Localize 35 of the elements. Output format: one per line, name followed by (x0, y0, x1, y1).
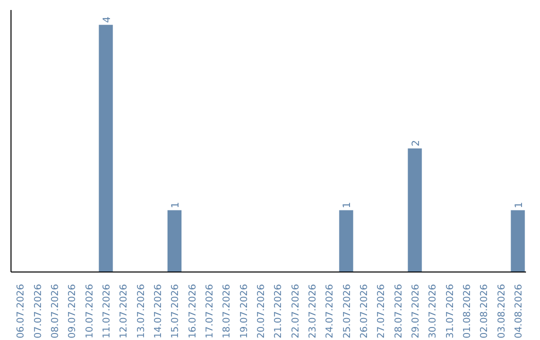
x-tick-label: 06.07.2026 (16, 284, 27, 338)
x-tick-label: 17.07.2026 (204, 284, 216, 338)
x-tick-label: 01.08.2026 (462, 284, 473, 338)
x-tick-label: 08.07.2026 (50, 284, 61, 338)
x-tick-label: 19.07.2026 (238, 284, 250, 338)
x-tick-label: 18.07.2026 (222, 284, 233, 338)
x-tick-label: 26.07.2026 (358, 284, 370, 338)
x-tick-label: 04.08.2026 (513, 284, 524, 338)
x-tick-label: 27.07.2026 (376, 284, 388, 338)
x-tick-label: 24.07.2026 (324, 284, 336, 338)
x-tick-label: 15.07.2026 (170, 284, 182, 338)
x-tick-label: 29.07.2026 (410, 284, 422, 338)
data-label: 1 (342, 202, 354, 208)
x-tick-label: 09.07.2026 (67, 284, 78, 338)
x-tick-label: 21.07.2026 (273, 284, 284, 338)
x-tick-label: 30.07.2026 (428, 284, 439, 338)
x-tick-label: 16.07.2026 (187, 284, 198, 338)
x-tick-label: 28.07.2026 (393, 284, 404, 338)
x-tick-label: 07.07.2026 (32, 284, 44, 338)
data-label: 4 (102, 16, 113, 23)
x-tick-label: 10.07.2026 (84, 284, 96, 338)
x-tick-label: 12.07.2026 (118, 284, 130, 338)
x-tick-label: 14.07.2026 (152, 284, 164, 338)
x-tick-label: 11.07.2026 (101, 284, 112, 338)
x-tick-label: 20.07.2026 (256, 284, 267, 338)
x-tick-label: 13.07.2026 (136, 284, 147, 338)
x-tick-label: 02.08.2026 (479, 284, 490, 338)
x-tick-label: 23.07.2026 (307, 284, 318, 338)
data-label: 1 (170, 202, 182, 208)
x-tick-label: 25.07.2026 (342, 284, 353, 338)
x-tick-label: 03.08.2026 (496, 284, 508, 338)
data-label: 2 (410, 140, 422, 146)
x-tick-label: 22.07.2026 (290, 284, 302, 338)
data-label: 1 (514, 202, 525, 208)
x-tick-label: 31.07.2026 (444, 284, 456, 338)
